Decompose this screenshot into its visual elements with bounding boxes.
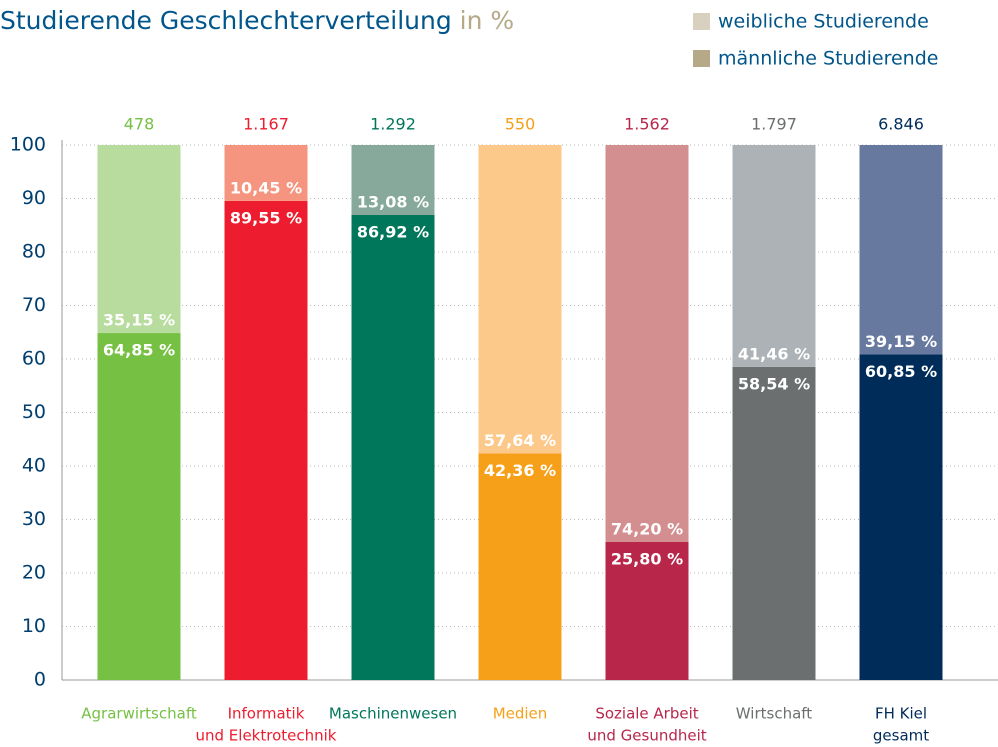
bar-segment — [605, 145, 689, 542]
value-label: 25,80 % — [611, 549, 683, 568]
bar-segment — [859, 145, 943, 355]
bar-segment — [859, 354, 943, 680]
legend-label: männliche Studierende — [718, 48, 938, 70]
total-label: 1.167 — [243, 115, 289, 134]
y-tick-label: 40 — [22, 455, 46, 477]
total-label: 1.292 — [370, 115, 416, 134]
bar-segment — [478, 453, 562, 680]
x-tick-label: Informatik — [228, 705, 305, 723]
value-label: 64,85 % — [103, 341, 175, 360]
value-label: 13,08 % — [357, 192, 429, 211]
value-label: 35,15 % — [103, 311, 175, 330]
bar-segment — [732, 145, 816, 367]
bar-segment — [351, 145, 435, 215]
bar-segment — [97, 333, 181, 680]
x-tick-label: und Gesundheit — [587, 727, 706, 745]
y-tick-label: 0 — [34, 669, 46, 691]
y-tick-label: 70 — [22, 294, 46, 316]
total-label: 6.846 — [878, 115, 924, 134]
value-label: 10,45 % — [230, 178, 302, 197]
total-label: 478 — [124, 115, 155, 134]
x-tick-label: Soziale Arbeit — [595, 705, 698, 723]
x-tick-label: Agrarwirtschaft — [81, 705, 197, 723]
value-label: 42,36 % — [484, 461, 556, 480]
value-label: 58,54 % — [738, 374, 810, 393]
total-label: 1.797 — [751, 115, 797, 134]
value-label: 39,15 % — [865, 332, 937, 351]
bar-segment — [478, 145, 562, 454]
x-tick-label: Maschinenwesen — [329, 705, 457, 723]
bar-segment — [224, 200, 308, 680]
y-tick-label: 90 — [22, 187, 46, 209]
chart-title: Studierende Geschlechterverteilung in % — [0, 6, 514, 35]
y-tick-label: 20 — [22, 562, 46, 584]
x-tick-label: FH Kiel — [875, 705, 927, 723]
y-tick-label: 30 — [22, 508, 46, 530]
y-tick-label: 80 — [22, 241, 46, 263]
title-suffix: in % — [460, 6, 515, 35]
bar-segment — [732, 366, 816, 680]
x-tick-label: Medien — [493, 705, 548, 723]
total-label: 550 — [505, 115, 536, 134]
legend-label: weibliche Studierende — [718, 11, 929, 33]
x-tick-label: gesamt — [873, 727, 929, 745]
x-tick-label: und Elektrotechnik — [196, 727, 337, 745]
bar-segment — [97, 145, 181, 334]
value-label: 57,64 % — [484, 431, 556, 450]
legend-swatch — [693, 13, 710, 30]
y-tick-label: 100 — [10, 134, 46, 156]
x-tick-label: Wirtschaft — [736, 705, 812, 723]
y-tick-label: 60 — [22, 348, 46, 370]
y-tick-label: 10 — [22, 615, 46, 637]
total-label: 1.562 — [624, 115, 670, 134]
y-tick-label: 50 — [22, 401, 46, 423]
value-label: 41,46 % — [738, 344, 810, 363]
value-label: 74,20 % — [611, 519, 683, 538]
value-label: 60,85 % — [865, 362, 937, 381]
title-main: Studierende Geschlechterverteilung — [0, 6, 452, 35]
legend-swatch — [693, 50, 710, 67]
value-label: 89,55 % — [230, 208, 302, 227]
bar-segment — [605, 541, 689, 680]
bar-segment — [224, 145, 308, 201]
value-label: 86,92 % — [357, 222, 429, 241]
bar-segment — [351, 214, 435, 680]
